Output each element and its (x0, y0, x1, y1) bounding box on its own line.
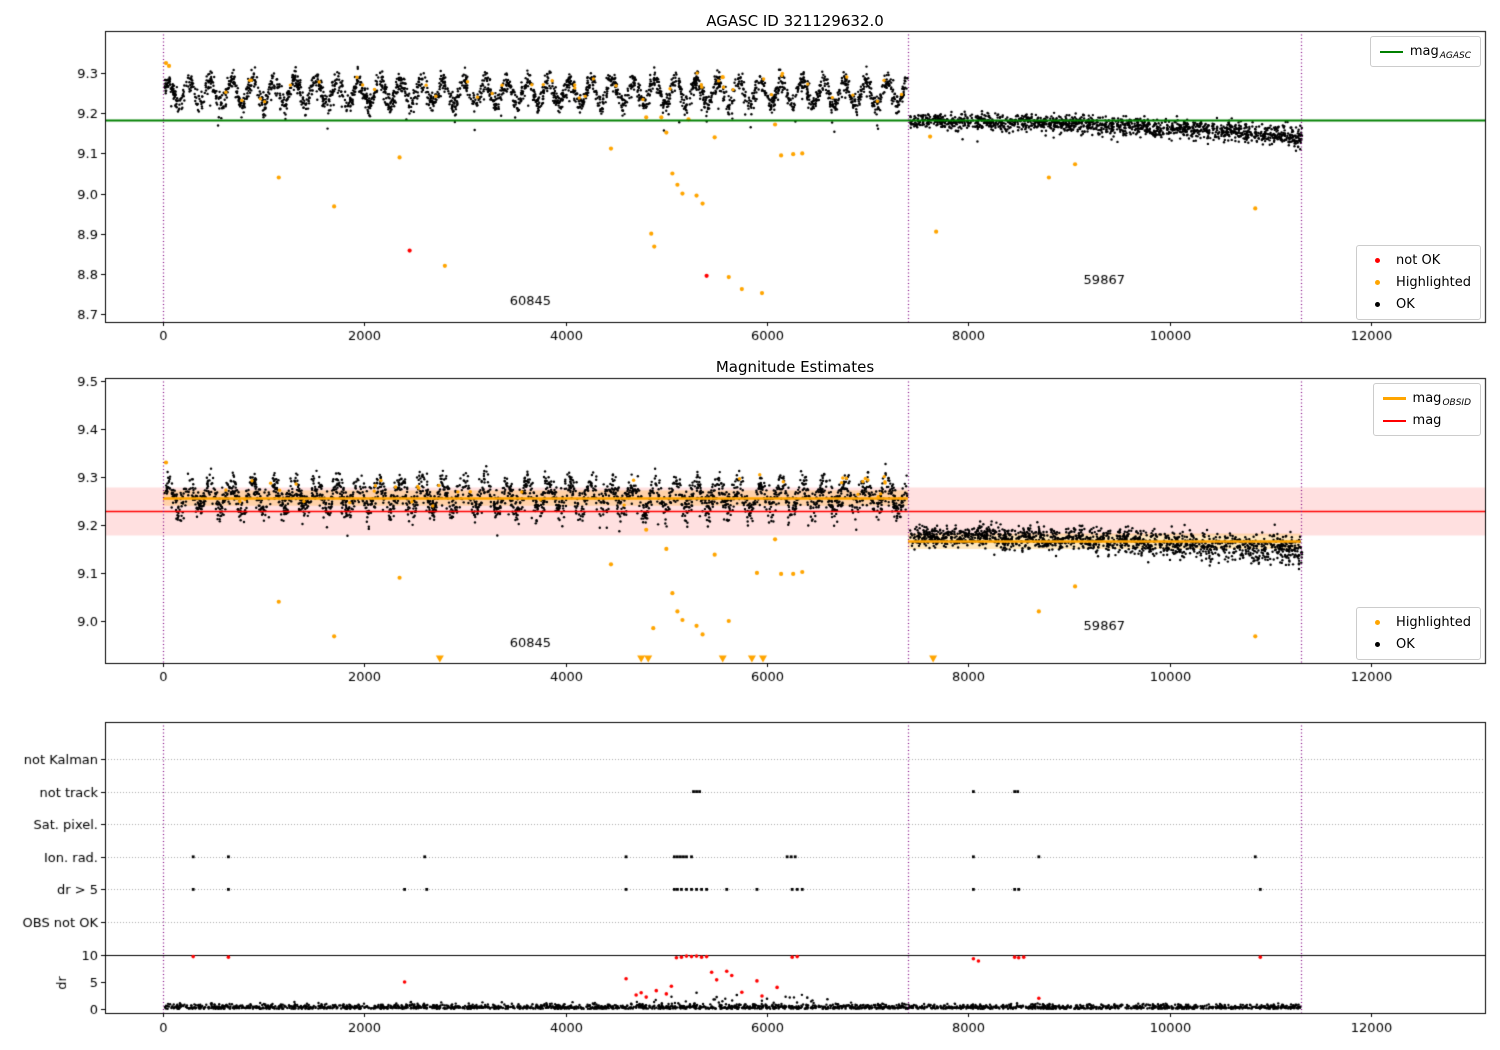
legend-label: Highlighted (1396, 615, 1471, 630)
legend-label: OK (1396, 637, 1415, 652)
black-dot-swatch (1366, 642, 1389, 647)
legend-item-ok: OK (1366, 295, 1471, 314)
legend-item-highlighted: Highlighted (1366, 613, 1471, 632)
legend-item-mag-agasc: magAGASC (1379, 42, 1471, 61)
legend-mid-lines: magOBSID mag (1372, 383, 1481, 436)
green-line-swatch (1379, 50, 1403, 53)
black-dot-swatch (1366, 302, 1389, 307)
legend-item-mag-obsid: magOBSID (1382, 389, 1471, 408)
red-dot-swatch (1366, 258, 1389, 263)
legend-item-highlighted: Highlighted (1366, 273, 1471, 292)
legend-item-mag: mag (1382, 411, 1471, 430)
legend-label: Highlighted (1396, 275, 1471, 290)
top-plot-title: AGASC ID 321129632.0 (706, 12, 884, 30)
legend-label: magOBSID (1412, 391, 1471, 408)
legend-mid-markers: Highlighted OK (1356, 607, 1481, 660)
legend-top-markers: not OK Highlighted OK (1356, 245, 1481, 320)
legend-label: magAGASC (1409, 44, 1471, 61)
legend-label: not OK (1396, 253, 1441, 268)
red-line-swatch (1382, 419, 1406, 422)
middle-plot-title: Magnitude Estimates (715, 358, 875, 376)
legend-mag-agasc: magAGASC (1369, 36, 1481, 67)
orange-dot-swatch (1366, 280, 1389, 285)
legend-label: OK (1396, 297, 1415, 312)
orange-dot-swatch (1366, 620, 1389, 625)
legend-label: mag (1412, 413, 1442, 428)
legend-item-ok: OK (1366, 635, 1471, 654)
legend-item-not-ok: not OK (1366, 251, 1471, 270)
orange-line-swatch (1382, 397, 1406, 400)
